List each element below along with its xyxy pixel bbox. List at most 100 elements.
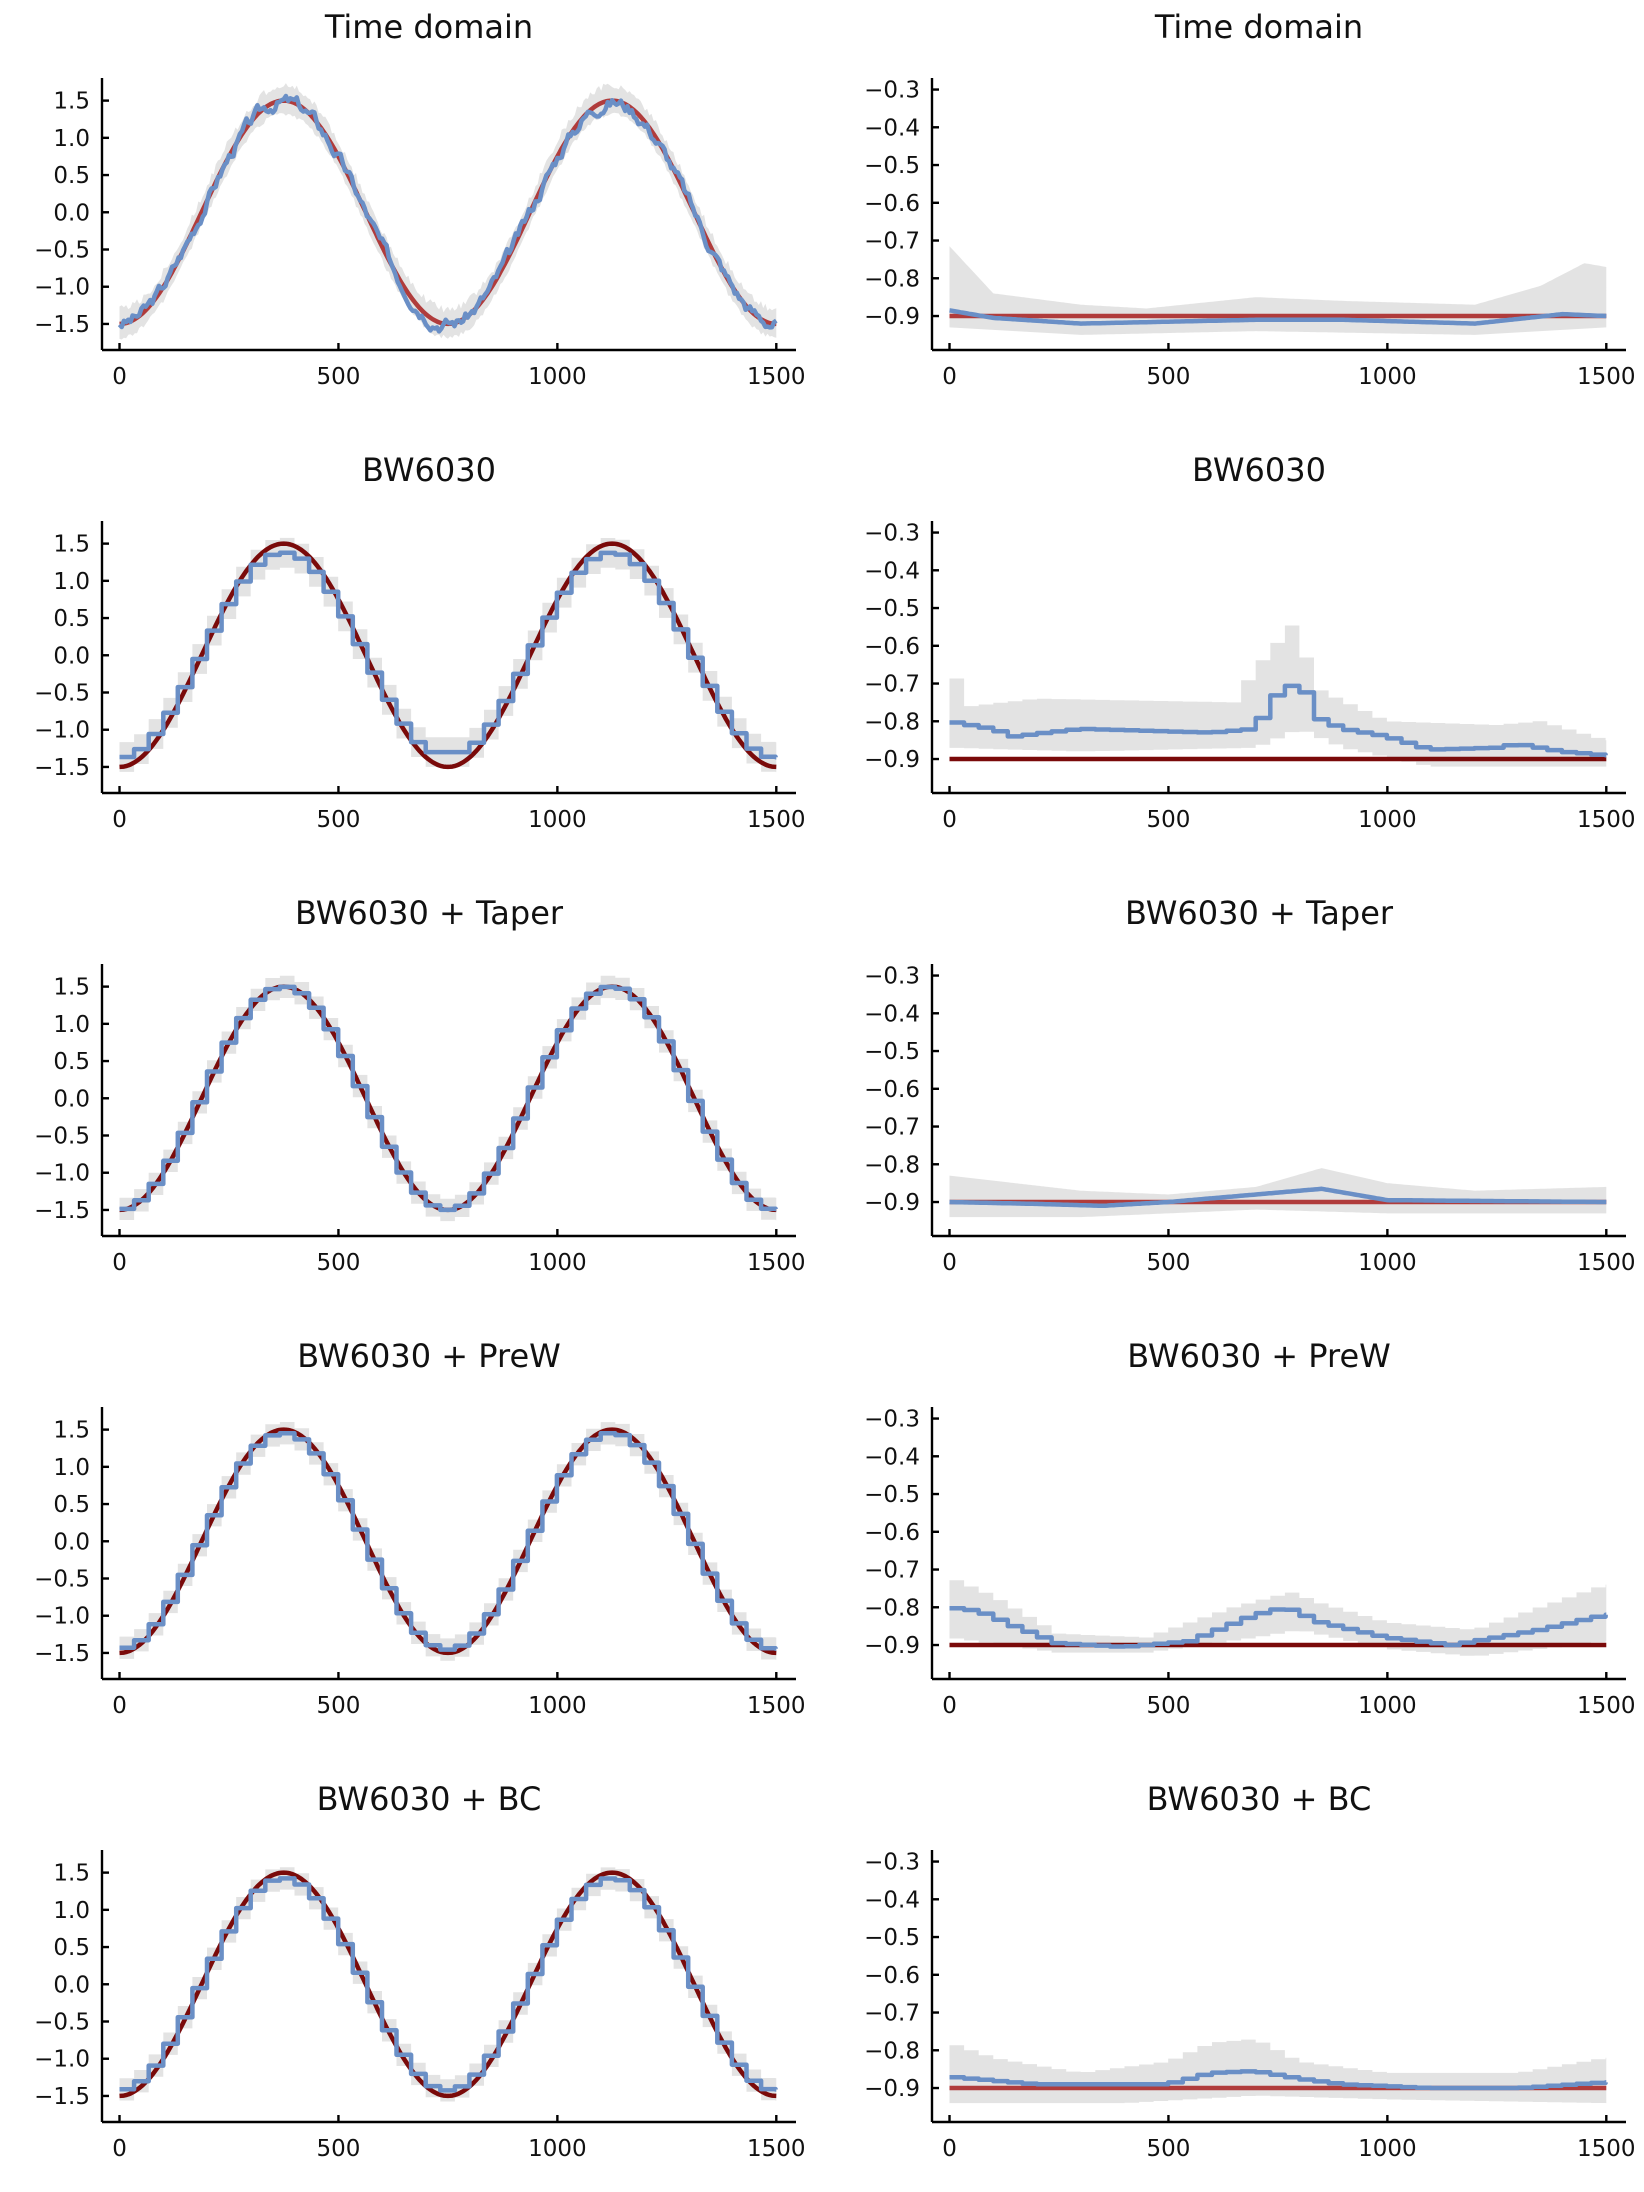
x-tick-label: 0 bbox=[942, 2136, 957, 2162]
y-tick-label: −0.7 bbox=[864, 1115, 920, 1141]
x-tick-label: 500 bbox=[316, 1250, 360, 1276]
panel-7: BW6030 + PreW 0 500 1000 1500 −0.9 −0.8 −0.7 −0.… bbox=[864, 1337, 1635, 1719]
uncertainty-band bbox=[949, 246, 1607, 335]
true-series-line bbox=[119, 1870, 777, 2099]
x-tick-label: 0 bbox=[112, 1250, 127, 1276]
uncertainty-band bbox=[949, 1580, 1607, 1656]
panel-3: BW6030 0 500 1000 1500 −0.9 −0.8 −0.7 −0.6 −0.5 −0… bbox=[864, 451, 1635, 833]
y-tick-label: −0.9 bbox=[864, 1190, 920, 1216]
y-tick-label: −0.4 bbox=[864, 558, 920, 584]
x-tick-label: 1000 bbox=[528, 1693, 587, 1719]
x-tick-label: 500 bbox=[1146, 807, 1190, 833]
y-tick-label: 0.5 bbox=[53, 1049, 90, 1075]
panel-title: BW6030 bbox=[1192, 451, 1326, 489]
x-tick-label: 500 bbox=[316, 1693, 360, 1719]
estimate-series-line bbox=[119, 1876, 778, 2093]
x-tick-label: 1500 bbox=[747, 364, 806, 390]
x-tick-label: 1000 bbox=[528, 1250, 587, 1276]
x-tick-label: 1000 bbox=[1358, 1693, 1417, 1719]
y-tick-label: −0.8 bbox=[864, 1152, 920, 1178]
x-tick-label: 1500 bbox=[747, 1250, 806, 1276]
y-tick-label: −0.6 bbox=[864, 634, 920, 660]
y-tick-label: −0.5 bbox=[34, 238, 90, 264]
panel-title: BW6030 + BC bbox=[1147, 1780, 1372, 1818]
panel-6: BW6030 + PreW 0 500 1000 1500 −1.5 −1.0 −0.5 0.0… bbox=[34, 1337, 805, 1719]
panel-2: BW6030 0 500 1000 1500 −1.5 −1.0 −0.5 0.0 0.5 1.0 1… bbox=[34, 451, 805, 833]
x-tick-label: 500 bbox=[316, 2136, 360, 2162]
x-tick-label: 500 bbox=[316, 364, 360, 390]
y-tick-label: −1.5 bbox=[34, 755, 90, 781]
y-tick-label: −0.6 bbox=[864, 191, 920, 217]
y-tick-label: −1.5 bbox=[34, 1641, 90, 1667]
y-tick-label: 0.0 bbox=[53, 1972, 90, 1998]
uncertainty-band bbox=[119, 1422, 777, 1661]
y-tick-label: −0.6 bbox=[864, 1520, 920, 1546]
y-tick-label: −0.3 bbox=[864, 1850, 920, 1876]
y-tick-label: 1.0 bbox=[53, 1455, 90, 1481]
y-tick-label: −0.6 bbox=[864, 1077, 920, 1103]
x-tick-label: 0 bbox=[942, 807, 957, 833]
y-tick-label: −1.5 bbox=[34, 2084, 90, 2110]
x-tick-label: 0 bbox=[112, 1693, 127, 1719]
y-tick-label: −0.5 bbox=[34, 1567, 90, 1593]
x-tick-label: 0 bbox=[942, 1693, 957, 1719]
y-tick-label: −0.7 bbox=[864, 2001, 920, 2027]
y-tick-label: −1.0 bbox=[34, 275, 90, 301]
y-tick-label: 1.0 bbox=[53, 1012, 90, 1038]
x-tick-label: 0 bbox=[112, 2136, 127, 2162]
x-tick-label: 1000 bbox=[1358, 364, 1417, 390]
panel-4: BW6030 + Taper 0 500 1000 1500 −1.5 −1.0 −0.5 0.… bbox=[34, 894, 805, 1276]
x-tick-label: 1500 bbox=[1577, 364, 1636, 390]
estimate-series-line bbox=[949, 1186, 1607, 1209]
panel-title: BW6030 + BC bbox=[317, 1780, 542, 1818]
true-series-line bbox=[119, 541, 777, 770]
x-tick-label: 1500 bbox=[1577, 807, 1636, 833]
uncertainty-band bbox=[949, 2039, 1607, 2104]
y-tick-label: 0.5 bbox=[53, 1492, 90, 1518]
true-series-line bbox=[119, 984, 777, 1213]
true-series-line bbox=[119, 1427, 777, 1656]
y-tick-label: 1.5 bbox=[53, 1861, 90, 1887]
x-tick-label: 500 bbox=[1146, 1693, 1190, 1719]
estimate-series-line bbox=[949, 2069, 1608, 2091]
y-tick-label: −0.5 bbox=[34, 1124, 90, 1150]
y-tick-label: −1.0 bbox=[34, 1161, 90, 1187]
x-tick-label: 1000 bbox=[1358, 807, 1417, 833]
y-tick-label: −0.9 bbox=[864, 2076, 920, 2102]
y-tick-label: −0.5 bbox=[864, 1039, 920, 1065]
y-tick-label: −0.5 bbox=[864, 153, 920, 179]
y-tick-label: −0.7 bbox=[864, 1558, 920, 1584]
panel-title: BW6030 bbox=[362, 451, 496, 489]
y-tick-label: −0.5 bbox=[864, 596, 920, 622]
y-tick-label: 1.5 bbox=[53, 975, 90, 1001]
x-tick-label: 1000 bbox=[528, 364, 587, 390]
y-tick-label: −0.8 bbox=[864, 709, 920, 735]
y-tick-label: 0.5 bbox=[53, 163, 90, 189]
x-tick-label: 500 bbox=[1146, 1250, 1190, 1276]
x-tick-label: 0 bbox=[112, 807, 127, 833]
x-tick-label: 500 bbox=[1146, 2136, 1190, 2162]
x-tick-label: 1000 bbox=[528, 2136, 587, 2162]
estimate-series-line bbox=[119, 984, 778, 1213]
x-tick-label: 1000 bbox=[1358, 2136, 1417, 2162]
y-tick-label: 0.5 bbox=[53, 606, 90, 632]
estimate-series-line bbox=[949, 308, 1607, 326]
panel-5: BW6030 + Taper 0 500 1000 1500 −0.9 −0.8 −0.7 −0… bbox=[864, 894, 1635, 1276]
estimate-series-line bbox=[949, 683, 1608, 758]
y-tick-label: −0.8 bbox=[864, 266, 920, 292]
y-tick-label: 1.5 bbox=[53, 1418, 90, 1444]
y-tick-label: −1.0 bbox=[34, 718, 90, 744]
x-tick-label: 0 bbox=[942, 1250, 957, 1276]
y-tick-label: 0.5 bbox=[53, 1935, 90, 1961]
panel-title: BW6030 + PreW bbox=[1127, 1337, 1391, 1375]
y-tick-label: −0.3 bbox=[864, 964, 920, 990]
y-tick-label: −1.0 bbox=[34, 2047, 90, 2073]
y-tick-label: −0.7 bbox=[864, 672, 920, 698]
uncertainty-band bbox=[119, 1867, 777, 2102]
y-tick-label: −0.4 bbox=[864, 1001, 920, 1027]
uncertainty-band bbox=[119, 83, 777, 340]
y-tick-label: 0.0 bbox=[53, 1086, 90, 1112]
panel-title: Time domain bbox=[324, 8, 533, 46]
y-tick-label: −0.9 bbox=[864, 1633, 920, 1659]
